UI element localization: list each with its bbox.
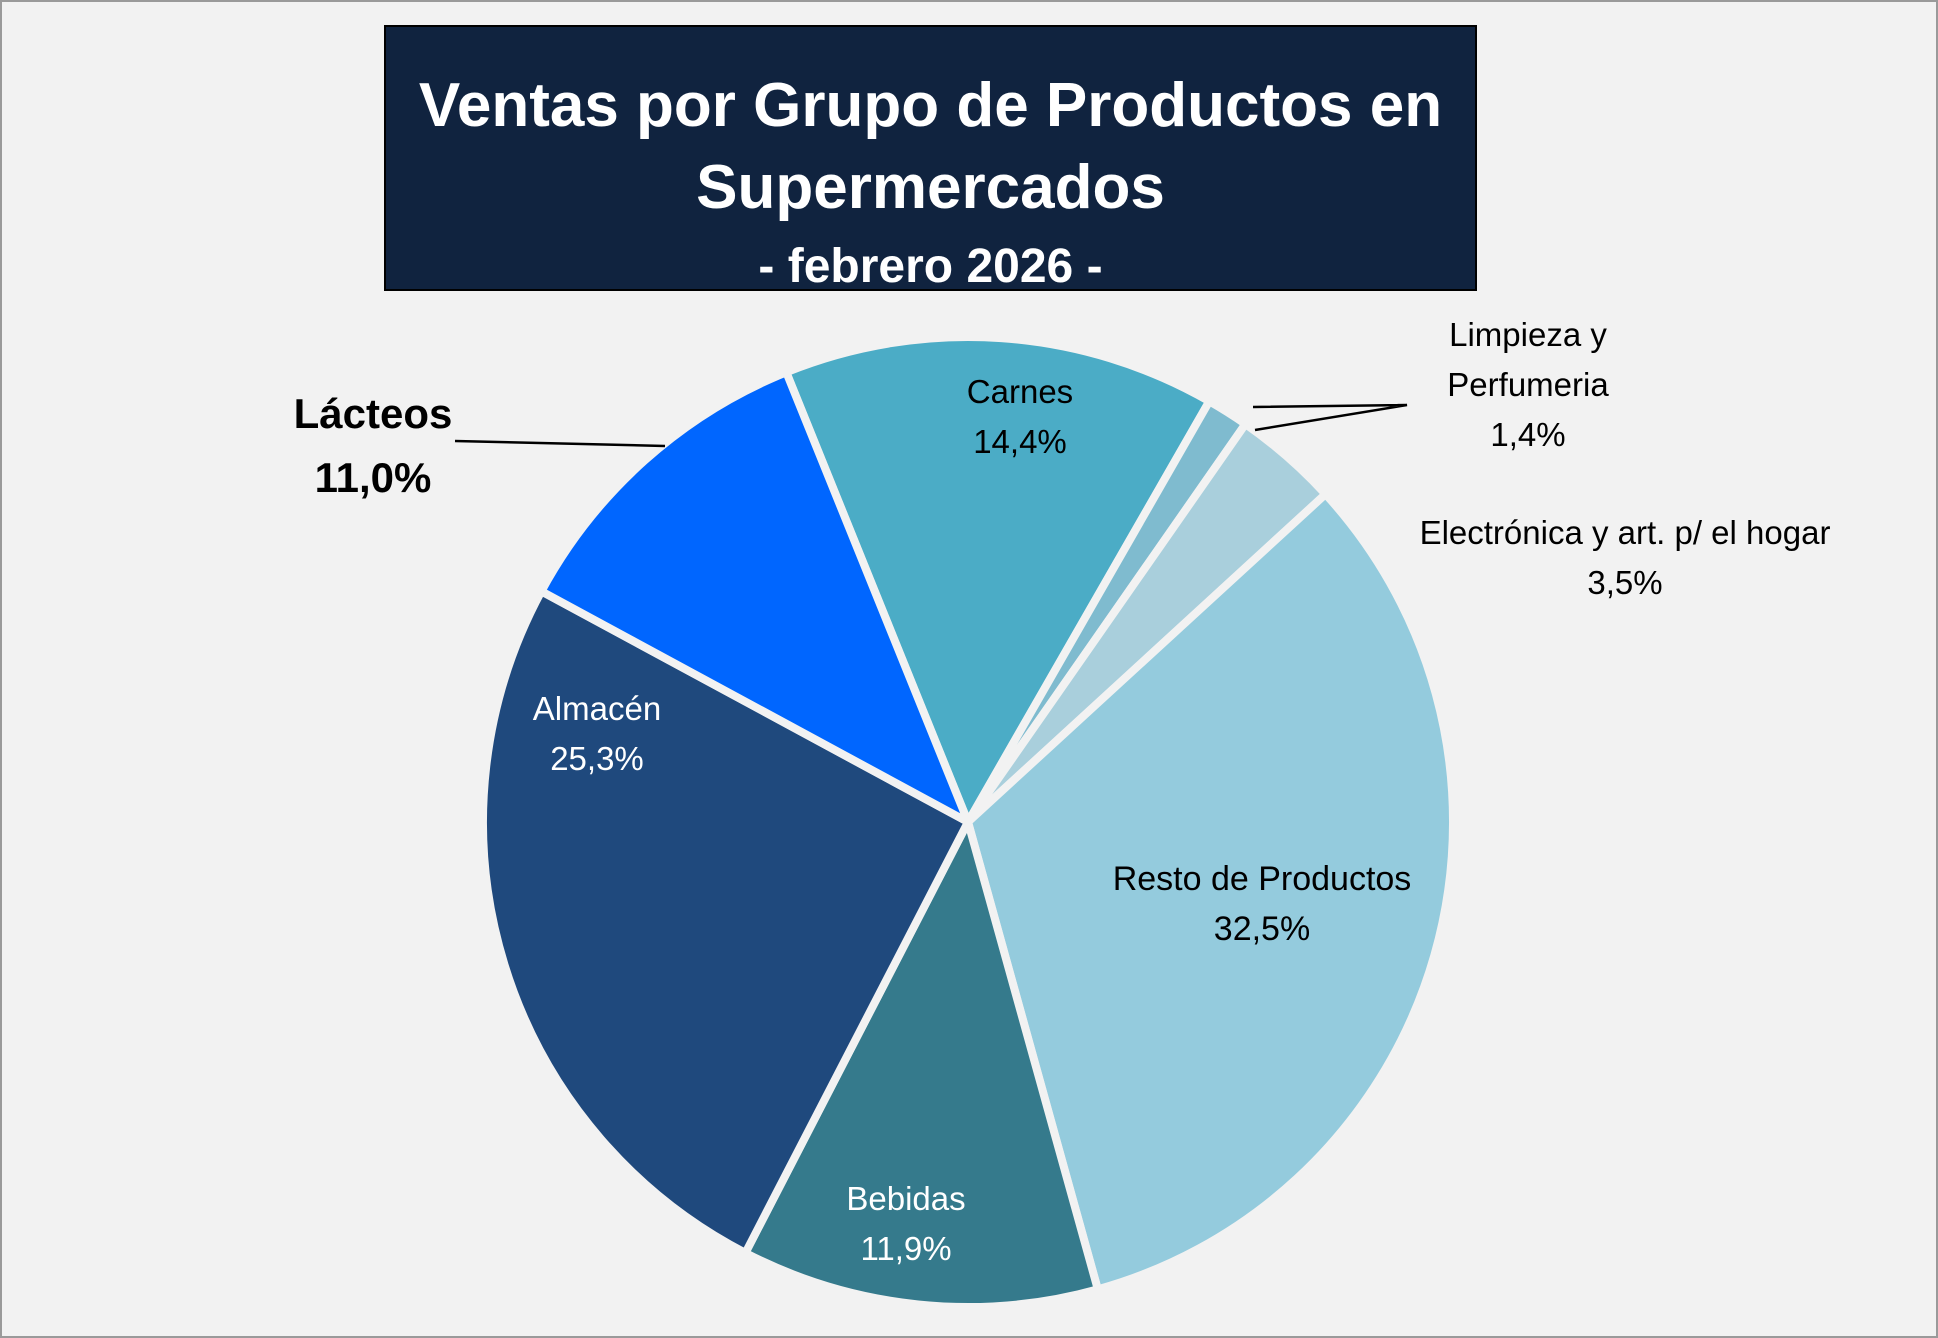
slice-label-lacteos: Lácteos 11,0% xyxy=(294,390,453,501)
slice-name-resto-de-productos: Resto de Productos xyxy=(1113,860,1412,898)
slice-name-limpieza-y-perfumeria-line2: Perfumeria xyxy=(1447,366,1609,403)
slice-label-electronica-y-art-p-el-hogar: Electrónica y art. p/ el hogar 3,5% xyxy=(1420,514,1831,601)
slice-name-electronica-y-art-p-el-hogar: Electrónica y art. p/ el hogar xyxy=(1420,514,1831,551)
slice-label-carnes: Carnes 14,4% xyxy=(967,373,1073,460)
pie-slice-lacteos xyxy=(537,368,972,826)
slice-value-carnes: 14,4% xyxy=(973,423,1067,460)
chart-subtitle: - febrero 2026 - xyxy=(758,240,1103,293)
slice-name-almacen: Almacén xyxy=(533,690,661,727)
slice-name-bebidas: Bebidas xyxy=(846,1180,965,1217)
pie-slice-resto-de-productos xyxy=(964,490,1457,1294)
slice-label-resto-de-productos: Resto de Productos 32,5% xyxy=(1113,860,1412,948)
slice-value-limpieza-y-perfumeria: 1,4% xyxy=(1490,416,1565,453)
slice-value-resto-de-productos: 32,5% xyxy=(1214,910,1310,948)
leader-line-lacteos xyxy=(454,439,666,448)
slice-value-electronica-y-art-p-el-hogar: 3,5% xyxy=(1587,564,1662,601)
slice-label-bebidas: Bebidas 11,9% xyxy=(846,1180,965,1267)
leader-line-limpieza-y-perfumeria xyxy=(1252,403,1408,432)
pie-slice-bebidas xyxy=(741,818,1102,1311)
slice-name-carnes: Carnes xyxy=(967,373,1073,410)
chart-title: Ventas por Grupo de Productos en Superme… xyxy=(418,71,1443,222)
slice-name-limpieza-y-perfumeria-line1: Limpieza y xyxy=(1449,316,1607,353)
slice-value-bebidas: 11,9% xyxy=(860,1230,951,1267)
chart-title-box: Ventas por Grupo de Productos en Superme… xyxy=(384,25,1477,293)
slice-name-lacteos: Lácteos xyxy=(294,390,453,437)
slice-label-limpieza-y-perfumeria: Limpieza y Perfumeria 1,4% xyxy=(1447,316,1609,453)
slice-value-lacteos: 11,0% xyxy=(315,454,432,501)
pie-slice-carnes xyxy=(782,333,1214,826)
slice-value-almacen: 25,3% xyxy=(550,740,644,777)
slice-label-almacen: Almacén 25,3% xyxy=(533,690,661,777)
